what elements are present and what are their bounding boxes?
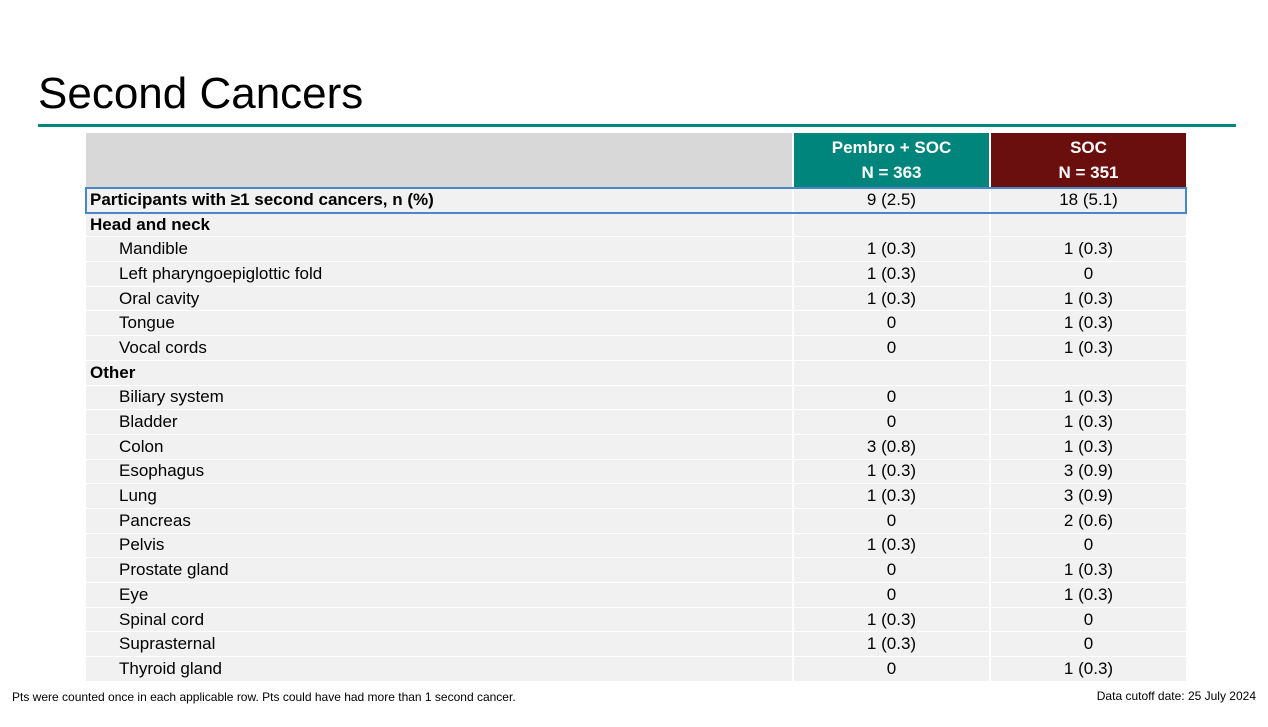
page-title: Second Cancers bbox=[38, 69, 364, 118]
second-cancers-table: Pembro + SOC N = 363 SOC N = 351 Partici… bbox=[85, 133, 1187, 682]
table-row: Oral cavity 1 (0.3) 1 (0.3) bbox=[86, 286, 1186, 312]
row-label: Pancreas bbox=[86, 508, 792, 534]
row-label: Mandible bbox=[86, 237, 792, 263]
table-row: Other bbox=[86, 360, 1186, 386]
soc-value: 1 (0.3) bbox=[991, 434, 1186, 460]
pembro-value: 1 (0.3) bbox=[794, 484, 989, 509]
soc-value: 1 (0.3) bbox=[991, 311, 1186, 337]
row-label: Oral cavity bbox=[86, 286, 792, 312]
soc-value: 1 (0.3) bbox=[991, 286, 1186, 312]
table-row: Head and neck bbox=[86, 212, 1186, 238]
pembro-arm-name: Pembro + SOC bbox=[831, 137, 952, 157]
row-label: Thyroid gland bbox=[86, 657, 792, 682]
pembro-value: 1 (0.3) bbox=[794, 607, 989, 633]
table-row: Esophagus 1 (0.3) 3 (0.9) bbox=[86, 459, 1186, 485]
row-label: Spinal cord bbox=[86, 607, 792, 633]
soc-value: 3 (0.9) bbox=[991, 459, 1186, 485]
pembro-value: 0 bbox=[794, 508, 989, 534]
pembro-value: 0 bbox=[794, 311, 989, 337]
pembro-value: 1 (0.3) bbox=[794, 533, 989, 559]
pembro-value: 1 (0.3) bbox=[794, 262, 989, 287]
row-label: Biliary system bbox=[86, 385, 792, 411]
table-row: Left pharyngoepiglottic fold 1 (0.3) 0 bbox=[86, 262, 1186, 287]
soc-arm-name: SOC bbox=[1070, 137, 1107, 157]
pembro-value: 1 (0.3) bbox=[794, 459, 989, 485]
pembro-value: 1 (0.3) bbox=[794, 286, 989, 312]
row-label: Pelvis bbox=[86, 533, 792, 559]
table-row: Bladder 0 1 (0.3) bbox=[86, 410, 1186, 435]
title-divider bbox=[38, 124, 1236, 127]
table-row: Suprasternal 1 (0.3) 0 bbox=[86, 632, 1186, 658]
table-row: Colon 3 (0.8) 1 (0.3) bbox=[86, 434, 1186, 460]
table-row: Lung 1 (0.3) 3 (0.9) bbox=[86, 484, 1186, 509]
row-label: Bladder bbox=[86, 410, 792, 435]
pembro-value bbox=[794, 212, 989, 238]
row-label: Head and neck bbox=[86, 212, 792, 238]
soc-value bbox=[991, 212, 1186, 238]
soc-value: 0 bbox=[991, 533, 1186, 559]
soc-value: 0 bbox=[991, 632, 1186, 658]
pembro-value: 0 bbox=[794, 336, 989, 361]
pembro-value: 0 bbox=[794, 657, 989, 682]
footnote: Pts were counted once in each applicable… bbox=[12, 690, 516, 704]
soc-value: 2 (0.6) bbox=[991, 508, 1186, 534]
soc-value: 1 (0.3) bbox=[991, 657, 1186, 682]
table-row: Biliary system 0 1 (0.3) bbox=[86, 385, 1186, 411]
soc-value: 1 (0.3) bbox=[991, 583, 1186, 608]
pembro-value bbox=[794, 360, 989, 386]
row-label: Eye bbox=[86, 583, 792, 608]
header-blank-cell bbox=[86, 133, 792, 188]
header-soc: SOC N = 351 bbox=[991, 133, 1186, 188]
soc-value: 1 (0.3) bbox=[991, 410, 1186, 435]
table-body: Participants with ≥1 second cancers, n (… bbox=[85, 187, 1187, 682]
row-label: Participants with ≥1 second cancers, n (… bbox=[86, 188, 792, 213]
soc-value: 0 bbox=[991, 262, 1186, 287]
table-row: Prostate gland 0 1 (0.3) bbox=[86, 558, 1186, 583]
table-row: Tongue 0 1 (0.3) bbox=[86, 311, 1186, 337]
pembro-value: 0 bbox=[794, 583, 989, 608]
soc-arm-n: N = 351 bbox=[1058, 163, 1119, 183]
row-label: Colon bbox=[86, 434, 792, 460]
row-label: Vocal cords bbox=[86, 336, 792, 361]
data-cutoff-date: Data cutoff date: 25 July 2024 bbox=[1096, 689, 1256, 703]
row-label: Left pharyngoepiglottic fold bbox=[86, 262, 792, 287]
pembro-value: 0 bbox=[794, 410, 989, 435]
table-header: Pembro + SOC N = 363 SOC N = 351 bbox=[86, 133, 1186, 188]
pembro-arm-n: N = 363 bbox=[861, 163, 922, 183]
row-label: Lung bbox=[86, 484, 792, 509]
table-row: Mandible 1 (0.3) 1 (0.3) bbox=[86, 237, 1186, 263]
soc-value: 1 (0.3) bbox=[991, 336, 1186, 361]
soc-value: 3 (0.9) bbox=[991, 484, 1186, 509]
table-row: Participants with ≥1 second cancers, n (… bbox=[85, 187, 1187, 214]
row-label: Tongue bbox=[86, 311, 792, 337]
table-row: Vocal cords 0 1 (0.3) bbox=[86, 336, 1186, 361]
pembro-value: 9 (2.5) bbox=[794, 188, 989, 213]
pembro-value: 0 bbox=[794, 385, 989, 411]
pembro-value: 0 bbox=[794, 558, 989, 583]
row-label: Other bbox=[86, 360, 792, 386]
header-pembro-soc: Pembro + SOC N = 363 bbox=[794, 133, 989, 188]
pembro-value: 3 (0.8) bbox=[794, 434, 989, 460]
soc-value: 18 (5.1) bbox=[991, 188, 1186, 213]
soc-value: 1 (0.3) bbox=[991, 385, 1186, 411]
table-row: Pelvis 1 (0.3) 0 bbox=[86, 533, 1186, 559]
soc-value bbox=[991, 360, 1186, 386]
row-label: Suprasternal bbox=[86, 632, 792, 658]
table-row: Thyroid gland 0 1 (0.3) bbox=[86, 657, 1186, 682]
pembro-value: 1 (0.3) bbox=[794, 632, 989, 658]
pembro-value: 1 (0.3) bbox=[794, 237, 989, 263]
soc-value: 0 bbox=[991, 607, 1186, 633]
soc-value: 1 (0.3) bbox=[991, 237, 1186, 263]
row-label: Esophagus bbox=[86, 459, 792, 485]
table-row: Eye 0 1 (0.3) bbox=[86, 583, 1186, 608]
table-row: Spinal cord 1 (0.3) 0 bbox=[86, 607, 1186, 633]
row-label: Prostate gland bbox=[86, 558, 792, 583]
soc-value: 1 (0.3) bbox=[991, 558, 1186, 583]
table-row: Pancreas 0 2 (0.6) bbox=[86, 508, 1186, 534]
